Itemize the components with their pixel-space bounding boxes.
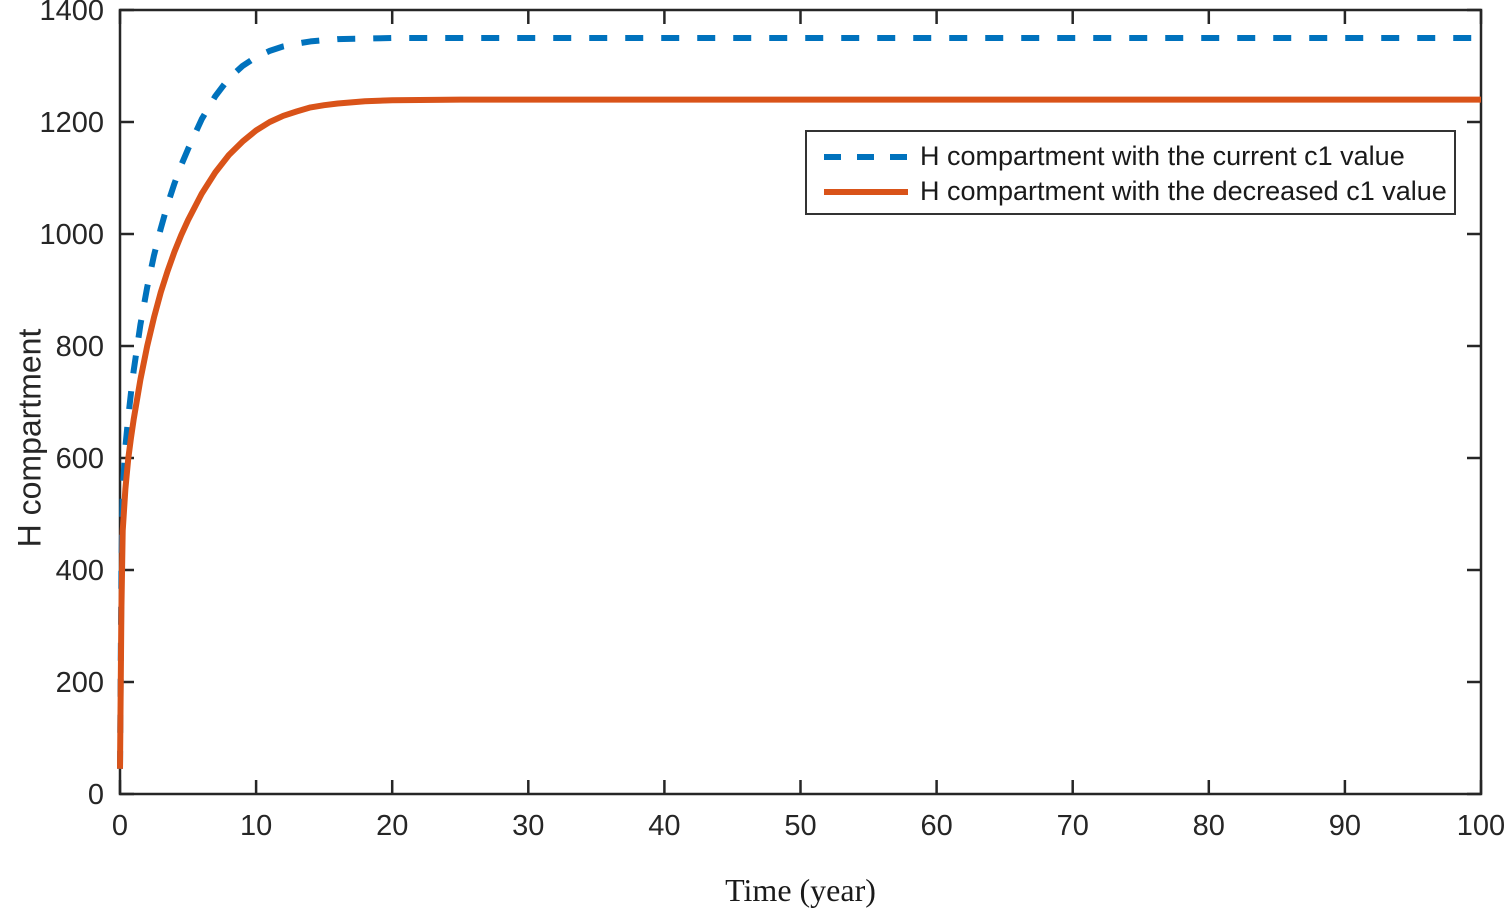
- solid-line-sample-icon: [824, 188, 908, 195]
- x-tick-label: 80: [1193, 810, 1225, 842]
- x-tick-label: 100: [1457, 810, 1505, 842]
- legend-label-current-c1: H compartment with the current c1 value: [920, 141, 1405, 171]
- x-tick-label: 40: [648, 810, 680, 842]
- y-tick-label: 200: [56, 667, 104, 699]
- y-tick-label: 400: [56, 555, 104, 587]
- series-line-current-c1: [117, 35, 1481, 769]
- legend-item-decreased-c1: H compartment with the decreased c1 valu…: [807, 174, 1454, 209]
- y-tick-label: 800: [56, 331, 104, 363]
- series-line-decreased-c1: [117, 96, 1481, 769]
- legend: H compartment with the current c1 value …: [805, 130, 1456, 215]
- x-axis-label: Time (year): [725, 872, 876, 908]
- x-tick-label: 60: [920, 810, 952, 842]
- x-tick-label: 50: [784, 810, 816, 842]
- legend-label-decreased-c1: H compartment with the decreased c1 valu…: [920, 176, 1447, 206]
- axes-box: [118, 8, 1483, 796]
- y-tick-label: 600: [56, 443, 104, 475]
- y-tick-label: 1000: [39, 219, 104, 251]
- x-tick-label: 10: [240, 810, 272, 842]
- y-tick-label: 0: [88, 779, 104, 811]
- y-tick-label: 1400: [39, 0, 104, 27]
- x-tick-label: 30: [512, 810, 544, 842]
- x-tick-label: 70: [1057, 810, 1089, 842]
- legend-item-current-c1: H compartment with the current c1 value: [807, 139, 1454, 174]
- x-tick-label: 20: [376, 810, 408, 842]
- y-axis-label: H compartment: [11, 328, 48, 548]
- dashed-line-sample-icon: [824, 153, 908, 160]
- y-tick-label: 1200: [39, 107, 104, 139]
- x-tick-label: 0: [112, 810, 128, 842]
- x-tick-label: 90: [1329, 810, 1361, 842]
